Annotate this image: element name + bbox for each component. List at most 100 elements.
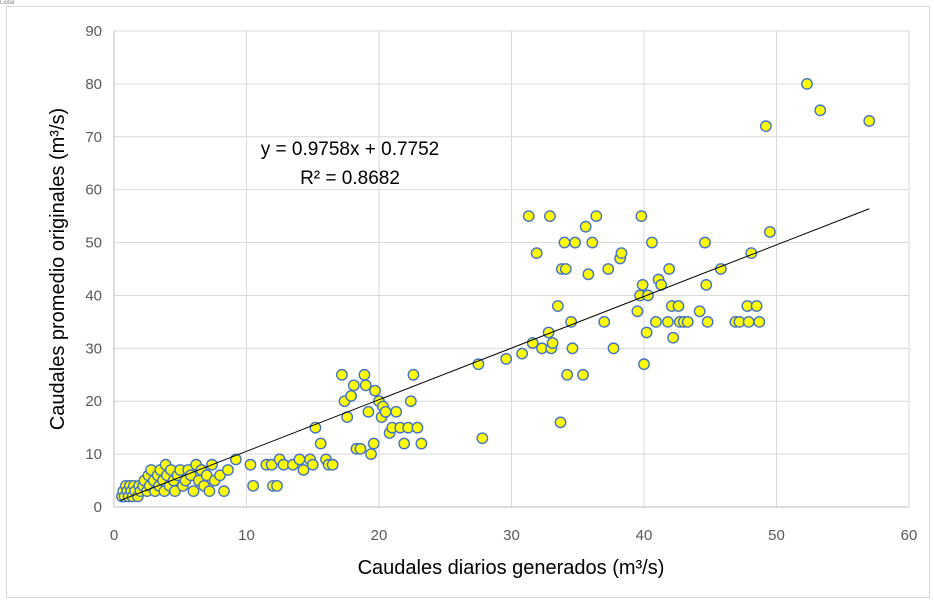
- data-point: [306, 458, 319, 471]
- data-point: [415, 437, 428, 450]
- gridlines: [114, 30, 910, 507]
- data-point: [335, 368, 348, 381]
- x-tick-label: 0: [110, 527, 118, 544]
- trendline-equation: y = 0.9758x + 0.7752: [261, 139, 440, 160]
- data-point: [700, 278, 713, 291]
- data-point: [411, 421, 424, 434]
- data-point: [369, 384, 381, 397]
- data-point: [169, 485, 181, 498]
- data-point: [476, 432, 489, 445]
- data-point: [516, 347, 528, 360]
- data-point: [271, 479, 283, 492]
- data-point: [750, 300, 763, 312]
- data-point: [631, 305, 644, 318]
- trendline-group: [120, 208, 870, 501]
- data-point: [646, 236, 658, 249]
- data-point: [565, 315, 578, 328]
- y-tick-label: 20: [85, 393, 102, 410]
- data-point: [293, 453, 306, 466]
- data-point: [222, 464, 234, 476]
- data-point: [566, 342, 579, 355]
- data-point: [367, 437, 380, 450]
- data-point: [561, 368, 574, 381]
- x-axis-title: Caudales diarios generados (m³/s): [358, 557, 665, 579]
- x-tick-label: 10: [238, 527, 255, 544]
- data-point: [586, 236, 599, 249]
- data-point: [326, 458, 339, 471]
- data-point: [265, 458, 278, 471]
- data-point: [801, 77, 813, 90]
- y-tick-label: 80: [85, 76, 102, 93]
- data-point: [554, 416, 567, 429]
- data-point: [404, 395, 417, 408]
- trendline: [120, 208, 870, 501]
- corner-label: Liotar: [0, 0, 16, 6]
- data-point: [362, 405, 375, 418]
- data-point: [650, 315, 662, 328]
- data-point: [863, 115, 876, 127]
- data-point: [590, 210, 603, 223]
- data-point: [544, 210, 556, 223]
- data-point: [358, 368, 371, 381]
- data-point: [598, 315, 611, 328]
- data-point: [214, 469, 226, 482]
- data-point: [663, 263, 676, 275]
- data-point: [500, 353, 513, 365]
- data-point: [582, 268, 595, 281]
- data-point: [244, 458, 257, 471]
- data-point: [203, 485, 216, 498]
- data-point: [345, 390, 358, 402]
- data-point: [699, 236, 711, 249]
- data-point: [200, 469, 213, 482]
- data-point: [602, 263, 615, 275]
- data-point: [753, 315, 766, 328]
- data-point: [742, 315, 755, 328]
- y-axis-title: Caudales promedio originales (m³/s): [47, 108, 69, 430]
- data-point: [559, 263, 572, 275]
- data-point: [635, 210, 648, 223]
- data-point: [218, 485, 230, 498]
- data-point: [640, 326, 653, 339]
- data-point: [636, 278, 649, 291]
- x-tick-label: 60: [901, 527, 918, 544]
- data-point: [701, 315, 714, 328]
- data-point: [522, 210, 535, 223]
- axes: [113, 31, 909, 508]
- y-tick-label: 90: [85, 23, 102, 40]
- trendline-r-squared: R² = 0.8682: [300, 168, 400, 189]
- y-tick-label: 30: [85, 340, 102, 357]
- x-tick-label: 40: [636, 527, 653, 544]
- data-point: [814, 104, 827, 117]
- tick-labels: 0 10 20 30 40 50 60 0 10 20 30 40 50 60 70 80 90: [85, 23, 917, 544]
- data-point: [760, 120, 772, 133]
- data-point: [638, 358, 650, 371]
- data-points: [116, 77, 876, 503]
- data-point: [398, 437, 411, 450]
- data-point: [558, 236, 571, 249]
- y-tick-label: 10: [85, 446, 102, 463]
- data-point: [681, 315, 694, 328]
- data-point: [577, 368, 589, 381]
- data-point: [365, 448, 377, 461]
- x-tick-label: 50: [768, 527, 785, 544]
- y-tick-label: 50: [85, 235, 102, 252]
- x-tick-label: 30: [503, 527, 520, 544]
- data-point: [667, 331, 680, 344]
- data-point: [390, 405, 403, 418]
- data-point: [615, 247, 628, 260]
- data-point: [407, 368, 420, 381]
- data-point: [347, 379, 360, 392]
- data-point: [187, 485, 200, 498]
- y-tick-label: 70: [85, 129, 102, 146]
- data-point: [551, 300, 564, 312]
- data-point: [579, 220, 592, 233]
- data-point: [672, 300, 685, 312]
- data-point: [763, 226, 776, 238]
- data-point: [247, 479, 260, 492]
- data-point: [569, 236, 581, 249]
- data-point: [297, 464, 310, 476]
- y-tick-label: 0: [94, 499, 102, 516]
- data-point: [359, 379, 372, 392]
- data-point: [546, 337, 559, 349]
